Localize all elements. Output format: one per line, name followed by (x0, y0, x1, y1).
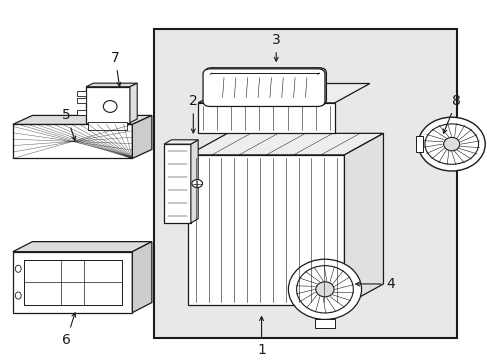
Bar (198, 103, 334, 133)
Bar (88, 122, 127, 130)
Polygon shape (13, 242, 152, 252)
Polygon shape (130, 83, 137, 123)
Polygon shape (163, 140, 198, 144)
Bar (86, 87, 130, 123)
Bar (163, 144, 190, 223)
Ellipse shape (288, 259, 361, 319)
Text: 6: 6 (62, 313, 76, 347)
Polygon shape (198, 84, 369, 103)
Bar (415, 136, 422, 152)
Bar (188, 155, 344, 305)
Ellipse shape (103, 100, 117, 112)
Bar (77, 98, 86, 103)
Polygon shape (132, 242, 152, 312)
Polygon shape (190, 140, 198, 223)
Ellipse shape (424, 124, 478, 164)
Bar (13, 125, 132, 158)
Text: 1: 1 (257, 317, 265, 357)
Text: 8: 8 (442, 94, 460, 133)
Ellipse shape (191, 180, 202, 188)
Ellipse shape (417, 117, 484, 171)
Text: 3: 3 (271, 33, 280, 61)
Ellipse shape (315, 282, 333, 297)
Bar (77, 91, 86, 96)
Polygon shape (344, 133, 383, 305)
Text: 5: 5 (62, 108, 76, 140)
FancyBboxPatch shape (203, 69, 325, 107)
Ellipse shape (15, 292, 21, 299)
Text: 7: 7 (111, 51, 121, 86)
Bar (77, 111, 86, 116)
Bar (315, 319, 334, 328)
Text: 4: 4 (355, 277, 394, 291)
Polygon shape (132, 116, 152, 158)
Polygon shape (188, 133, 383, 155)
FancyBboxPatch shape (204, 68, 326, 105)
Bar (23, 260, 122, 305)
Ellipse shape (15, 265, 21, 272)
Bar (13, 252, 132, 312)
Ellipse shape (296, 266, 352, 313)
Text: 2: 2 (188, 94, 197, 133)
Polygon shape (13, 116, 152, 125)
Bar (154, 30, 456, 338)
Ellipse shape (443, 138, 459, 151)
Polygon shape (86, 83, 137, 87)
